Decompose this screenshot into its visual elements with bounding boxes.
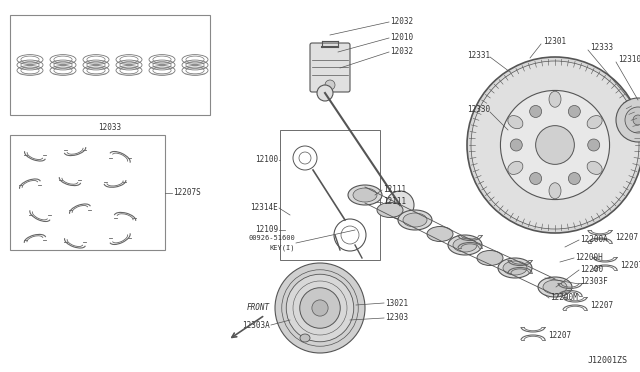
- Circle shape: [510, 139, 522, 151]
- Text: 12314E: 12314E: [250, 203, 278, 212]
- Text: 12200M: 12200M: [550, 294, 578, 302]
- Text: 12033: 12033: [99, 122, 122, 131]
- Ellipse shape: [498, 258, 532, 278]
- Ellipse shape: [348, 185, 382, 205]
- Text: 12111: 12111: [383, 186, 406, 195]
- Ellipse shape: [508, 116, 523, 129]
- Circle shape: [633, 115, 640, 125]
- Text: 12010: 12010: [390, 33, 413, 42]
- Text: 13021: 13021: [385, 298, 408, 308]
- Text: 12207: 12207: [548, 330, 571, 340]
- Text: 12303: 12303: [385, 314, 408, 323]
- Ellipse shape: [453, 238, 477, 252]
- Circle shape: [286, 274, 354, 342]
- Ellipse shape: [377, 202, 403, 218]
- Text: 12301: 12301: [543, 38, 566, 46]
- Circle shape: [471, 61, 639, 229]
- Text: 12330: 12330: [467, 106, 490, 115]
- Circle shape: [467, 57, 640, 233]
- Circle shape: [275, 263, 365, 353]
- Text: 12200A: 12200A: [580, 235, 608, 244]
- Text: 12100: 12100: [255, 155, 278, 164]
- Text: 12207: 12207: [590, 301, 613, 310]
- Circle shape: [530, 173, 541, 185]
- Ellipse shape: [448, 235, 482, 255]
- Text: J12001ZS: J12001ZS: [588, 356, 628, 365]
- Ellipse shape: [427, 227, 453, 241]
- Text: 12032: 12032: [390, 17, 413, 26]
- Ellipse shape: [549, 91, 561, 107]
- Text: 12200: 12200: [580, 266, 603, 275]
- Text: 12303A: 12303A: [243, 321, 270, 330]
- Text: 12111: 12111: [383, 198, 406, 206]
- Text: 12032: 12032: [390, 48, 413, 57]
- Ellipse shape: [543, 280, 567, 294]
- Text: 12310A: 12310A: [618, 55, 640, 64]
- Text: 00926-51600: 00926-51600: [248, 235, 295, 241]
- Circle shape: [300, 288, 340, 328]
- Text: KEY(I): KEY(I): [269, 245, 295, 251]
- Text: 12331: 12331: [467, 51, 490, 60]
- Ellipse shape: [300, 334, 310, 342]
- Circle shape: [325, 80, 335, 90]
- Circle shape: [386, 191, 414, 219]
- Ellipse shape: [403, 213, 427, 227]
- FancyBboxPatch shape: [310, 43, 350, 92]
- Ellipse shape: [587, 161, 602, 174]
- Text: 12207S: 12207S: [173, 188, 201, 197]
- Circle shape: [500, 90, 609, 199]
- Ellipse shape: [353, 188, 377, 202]
- Text: 12109: 12109: [255, 225, 278, 234]
- Circle shape: [536, 126, 574, 164]
- Ellipse shape: [398, 210, 432, 230]
- Bar: [10, 15, 210, 115]
- Text: 12333: 12333: [590, 44, 613, 52]
- Text: FRONT: FRONT: [246, 304, 269, 312]
- Ellipse shape: [508, 161, 523, 174]
- Text: 12303F: 12303F: [580, 278, 608, 286]
- Text: 12207: 12207: [620, 260, 640, 269]
- Circle shape: [588, 139, 600, 151]
- Ellipse shape: [587, 116, 602, 129]
- Circle shape: [616, 98, 640, 142]
- Bar: [280, 130, 380, 260]
- Circle shape: [568, 173, 580, 185]
- Text: 12207: 12207: [615, 234, 638, 243]
- Circle shape: [530, 106, 541, 118]
- Circle shape: [317, 85, 333, 101]
- Circle shape: [625, 107, 640, 133]
- Ellipse shape: [503, 261, 527, 275]
- Ellipse shape: [538, 277, 572, 297]
- Circle shape: [568, 106, 580, 118]
- Bar: [10, 135, 165, 250]
- Ellipse shape: [549, 183, 561, 199]
- Text: 12200H: 12200H: [575, 253, 603, 263]
- Ellipse shape: [477, 250, 503, 266]
- Circle shape: [312, 300, 328, 316]
